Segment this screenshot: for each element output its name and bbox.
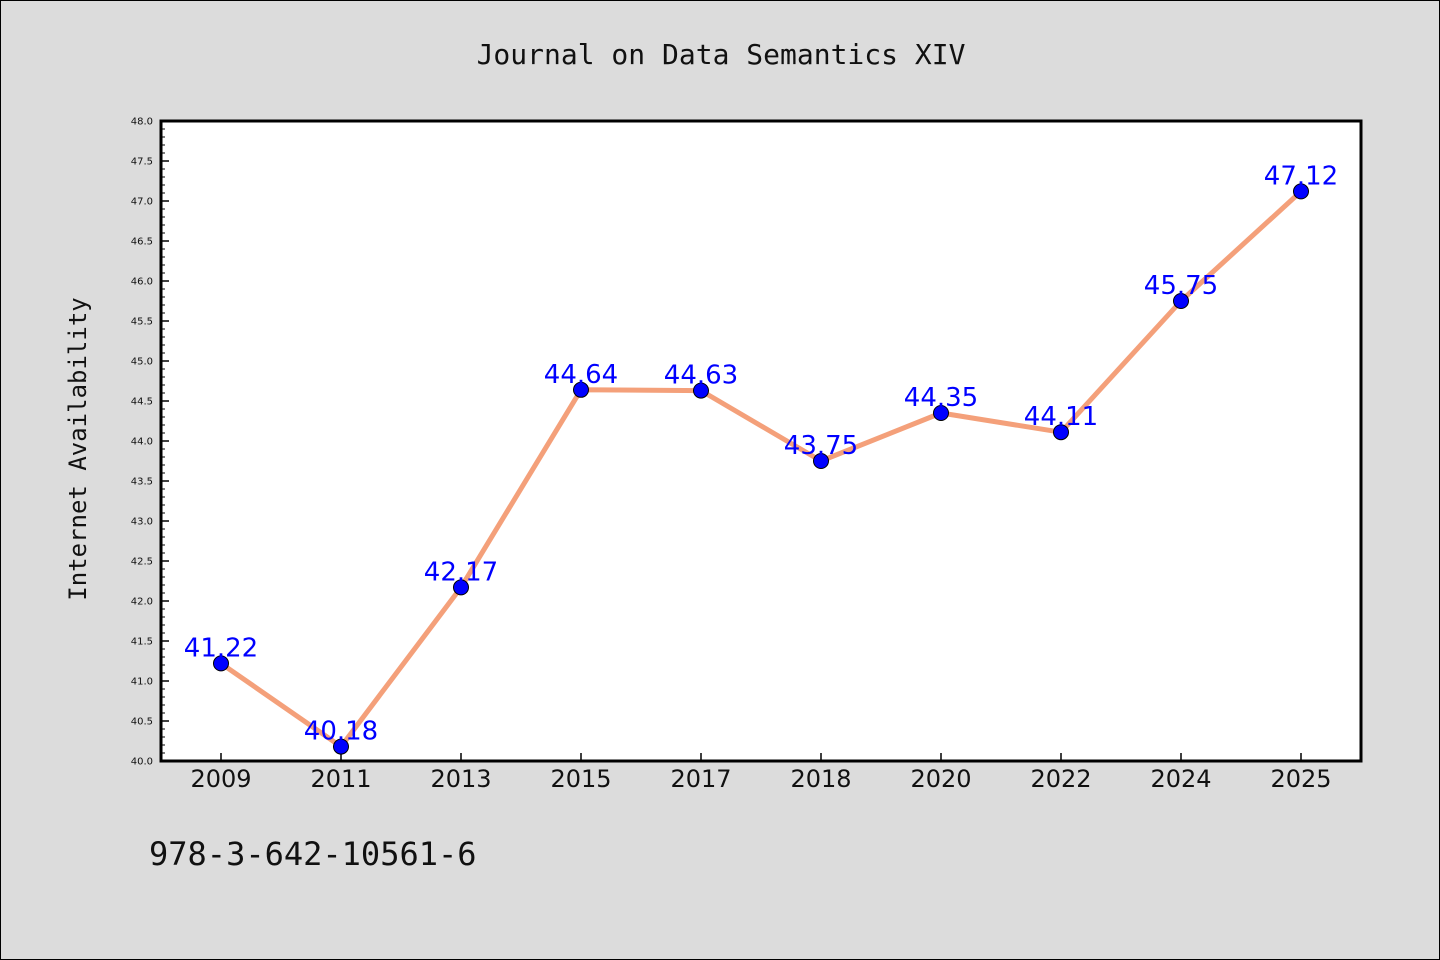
y-tick-label: 42.0 [131,597,153,608]
data-point [213,655,229,672]
y-axis-label: Internet Availability [64,297,92,600]
footer-annotation: 978-3-642-10561-6 [149,835,477,873]
x-tick-label: 2025 [1270,765,1331,793]
data-label: 44.35 [904,383,978,413]
series-line-path [218,188,1304,750]
data-point [933,405,949,421]
y-tick-label: 43.0 [131,517,153,528]
y-tick-label: 43.5 [131,477,153,488]
y-tick-label: 40.0 [131,757,153,768]
y-tick-label: 46.0 [131,277,153,288]
y-tick-label: 47.0 [131,197,153,208]
data-label: 42.17 [424,557,498,587]
data-labels: 41.22 40.18 42.17 44.64 44.63 43.75 44.35 44.11… [184,161,1338,746]
data-label: 44.64 [544,360,618,390]
data-point [813,453,829,469]
chart-title: Journal on Data Semantics XIV [477,38,966,71]
y-tick-label: 42.5 [131,557,153,568]
x-tick-label: 2020 [910,765,971,793]
x-tick-label: 2015 [550,765,611,793]
x-tick-label: 2011 [310,765,371,793]
data-point [453,579,469,596]
x-tick-label: 2022 [1030,765,1091,793]
series-line [218,188,1304,750]
x-tick-label: 2024 [1150,765,1211,793]
y-tick-label: 45.5 [131,317,153,328]
data-point [1053,424,1069,441]
plot-area [159,119,1363,763]
data-label: 45.75 [1144,271,1218,301]
x-tick-label: 2009 [190,765,251,793]
data-label: 41.22 [184,633,258,663]
data-point [573,381,589,398]
x-tick-label: 2018 [790,765,851,793]
x-tick-label: 2013 [430,765,491,793]
y-tick-label: 40.5 [131,717,153,728]
data-label: 40.18 [304,717,378,747]
data-point [1293,183,1309,200]
y-tick-label: 47.5 [131,157,153,168]
x-axis: 2009 2011 2013 2015 2017 2018 2020 2022 2024 2025 [190,753,1332,793]
data-label: 43.75 [784,431,858,461]
data-label: 44.63 [664,361,738,391]
y-tick-label: 44.5 [131,397,153,408]
y-tick-label: 41.0 [131,677,153,688]
data-point [1173,293,1189,309]
series-markers [213,183,1309,755]
data-label: 44.11 [1024,402,1098,432]
y-tick-label: 46.5 [131,237,153,248]
data-point [333,738,349,755]
y-tick-label: 44.0 [131,437,153,448]
y-tick-label: 45.0 [131,357,153,368]
y-axis: 40.0 40.5 41.0 41.5 42.0 42.5 43.0 43.5 44.0 44.5… [131,117,169,768]
y-tick-label: 41.5 [131,637,153,648]
y-tick-label: 48.0 [131,117,153,128]
data-point [693,382,709,399]
data-label: 47.12 [1264,161,1338,191]
x-tick-label: 2017 [670,765,731,793]
